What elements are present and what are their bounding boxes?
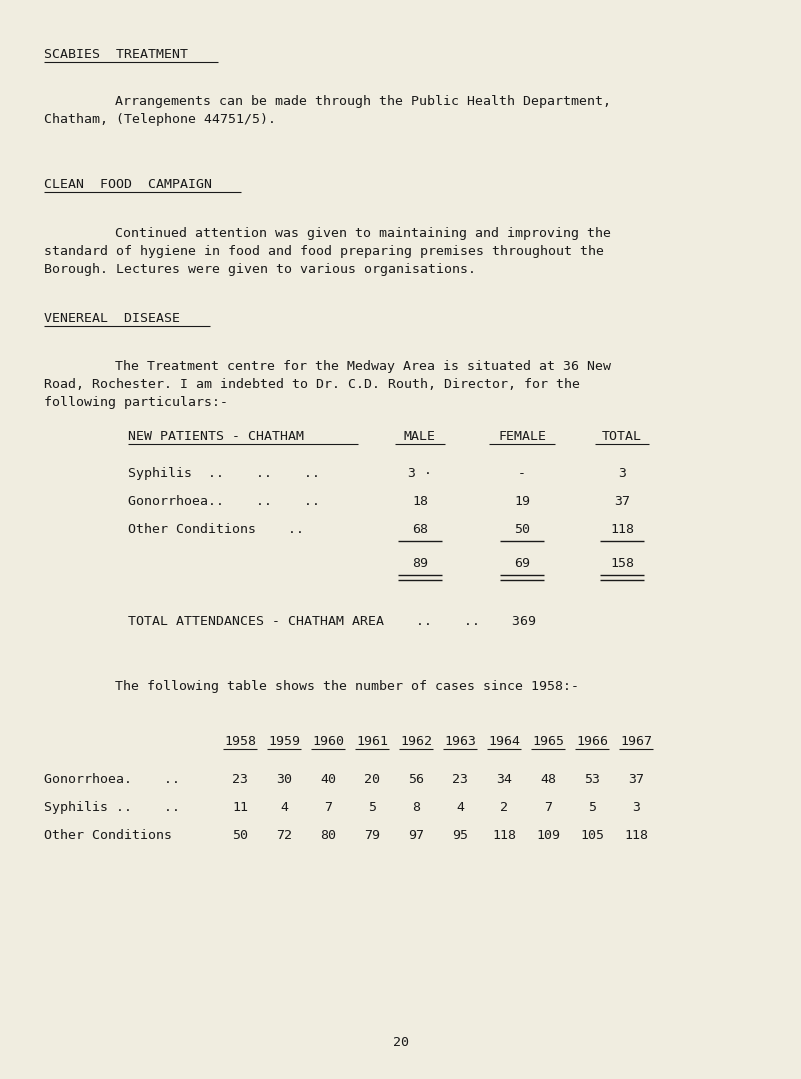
Text: FEMALE: FEMALE (498, 431, 546, 443)
Text: 118: 118 (624, 829, 648, 842)
Text: 4: 4 (280, 801, 288, 814)
Text: 1958: 1958 (224, 735, 256, 748)
Text: Syphilis  ..    ..    ..: Syphilis .. .. .. (128, 467, 320, 480)
Text: 3: 3 (632, 801, 640, 814)
Text: 56: 56 (408, 773, 424, 786)
Text: VENEREAL  DISEASE: VENEREAL DISEASE (44, 312, 180, 325)
Text: 158: 158 (610, 557, 634, 570)
Text: 80: 80 (320, 829, 336, 842)
Text: 1962: 1962 (400, 735, 432, 748)
Text: 72: 72 (276, 829, 292, 842)
Text: 105: 105 (580, 829, 604, 842)
Text: 68: 68 (412, 523, 428, 536)
Text: 11: 11 (232, 801, 248, 814)
Text: 50: 50 (232, 829, 248, 842)
Text: Continued attention was given to maintaining and improving the: Continued attention was given to maintai… (115, 227, 611, 240)
Text: 20: 20 (392, 1036, 409, 1049)
Text: 37: 37 (628, 773, 644, 786)
Text: 89: 89 (412, 557, 428, 570)
Text: Gonorrhoea.    ..: Gonorrhoea. .. (44, 773, 180, 786)
Text: 1961: 1961 (356, 735, 388, 748)
Text: standard of hygiene in food and food preparing premises throughout the: standard of hygiene in food and food pre… (44, 245, 604, 258)
Text: 3: 3 (618, 467, 626, 480)
Text: 7: 7 (324, 801, 332, 814)
Text: 4: 4 (456, 801, 464, 814)
Text: 95: 95 (452, 829, 468, 842)
Text: MALE: MALE (404, 431, 436, 443)
Text: SCABIES  TREATMENT: SCABIES TREATMENT (44, 47, 188, 62)
Text: 34: 34 (496, 773, 512, 786)
Text: 79: 79 (364, 829, 380, 842)
Text: 2: 2 (500, 801, 508, 814)
Text: 1965: 1965 (532, 735, 564, 748)
Text: The following table shows the number of cases since 1958:-: The following table shows the number of … (115, 680, 579, 693)
Text: 1966: 1966 (576, 735, 608, 748)
Text: 23: 23 (452, 773, 468, 786)
Text: 1964: 1964 (488, 735, 520, 748)
Text: 20: 20 (364, 773, 380, 786)
Text: TOTAL ATTENDANCES - CHATHAM AREA    ..    ..    369: TOTAL ATTENDANCES - CHATHAM AREA .. .. 3… (128, 615, 536, 628)
Text: 118: 118 (610, 523, 634, 536)
Text: 48: 48 (540, 773, 556, 786)
Text: 5: 5 (368, 801, 376, 814)
Text: 18: 18 (412, 495, 428, 508)
Text: 69: 69 (514, 557, 530, 570)
Text: 23: 23 (232, 773, 248, 786)
Text: The Treatment centre for the Medway Area is situated at 36 New: The Treatment centre for the Medway Area… (115, 360, 611, 373)
Text: Road, Rochester. I am indebted to Dr. C.D. Routh, Director, for the: Road, Rochester. I am indebted to Dr. C.… (44, 378, 580, 391)
Text: 50: 50 (514, 523, 530, 536)
Text: 1963: 1963 (444, 735, 476, 748)
Text: NEW PATIENTS - CHATHAM: NEW PATIENTS - CHATHAM (128, 431, 304, 443)
Text: 8: 8 (412, 801, 420, 814)
Text: 3 ·: 3 · (408, 467, 432, 480)
Text: 37: 37 (614, 495, 630, 508)
Text: Other Conditions: Other Conditions (44, 829, 172, 842)
Text: Borough. Lectures were given to various organisations.: Borough. Lectures were given to various … (44, 263, 476, 276)
Text: CLEAN  FOOD  CAMPAIGN: CLEAN FOOD CAMPAIGN (44, 178, 212, 191)
Text: Gonorrhoea..    ..    ..: Gonorrhoea.. .. .. (128, 495, 320, 508)
Text: 53: 53 (584, 773, 600, 786)
Text: Arrangements can be made through the Public Health Department,: Arrangements can be made through the Pub… (115, 95, 611, 108)
Text: Syphilis ..    ..: Syphilis .. .. (44, 801, 180, 814)
Text: 19: 19 (514, 495, 530, 508)
Text: -: - (518, 467, 526, 480)
Text: Other Conditions    ..: Other Conditions .. (128, 523, 304, 536)
Text: 1967: 1967 (620, 735, 652, 748)
Text: following particulars:-: following particulars:- (44, 396, 228, 409)
Text: 118: 118 (492, 829, 516, 842)
Text: 109: 109 (536, 829, 560, 842)
Text: TOTAL: TOTAL (602, 431, 642, 443)
Text: 7: 7 (544, 801, 552, 814)
Text: 40: 40 (320, 773, 336, 786)
Text: 1960: 1960 (312, 735, 344, 748)
Text: 1959: 1959 (268, 735, 300, 748)
Text: 5: 5 (588, 801, 596, 814)
Text: Chatham, (Telephone 44751/5).: Chatham, (Telephone 44751/5). (44, 113, 276, 126)
Text: 97: 97 (408, 829, 424, 842)
Text: 30: 30 (276, 773, 292, 786)
